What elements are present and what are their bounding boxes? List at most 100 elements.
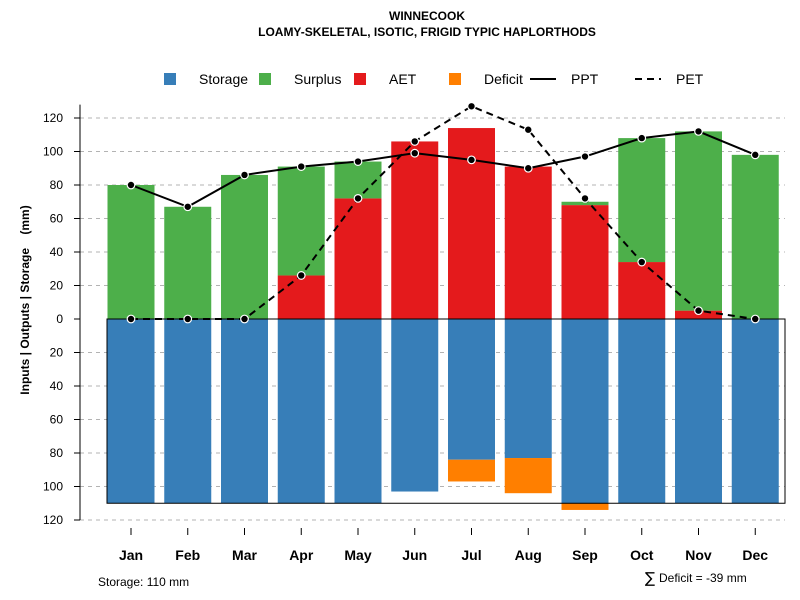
- axes: 120 100 80 60 40 20 0 20 40 60 80 100 120 Jan Feb Mar Ap…: [43, 104, 768, 563]
- storage-footnote: Storage: 110 mm: [98, 575, 189, 589]
- y-tick-label: 120: [43, 111, 63, 125]
- storage-bar: [504, 319, 552, 459]
- surplus-bar: [164, 206, 212, 319]
- surplus-bar: [561, 201, 609, 206]
- pet-point: [240, 314, 249, 324]
- deficit-bar: [561, 503, 609, 510]
- ppt-point: [467, 155, 476, 165]
- aet-bar: [277, 275, 325, 319]
- x-tick-label: Jun: [402, 547, 427, 563]
- series-lines: [126, 101, 760, 324]
- ppt-point: [183, 202, 193, 212]
- bars: [106, 128, 786, 510]
- x-tick-label: Mar: [232, 547, 257, 563]
- deficit-total: Deficit = -39 mm: [659, 571, 747, 585]
- storage-bar: [277, 319, 325, 504]
- x-tick-label: Apr: [289, 547, 314, 563]
- deficit-bar: [504, 458, 552, 494]
- y-axis-label: Inputs | Outputs | Storage (mm): [18, 205, 32, 394]
- y-tick-label: 80: [50, 446, 64, 460]
- ppt-line: [130, 130, 756, 208]
- pet-point: [580, 193, 590, 203]
- surplus-bar: [221, 174, 268, 319]
- chart-title: WINNECOOK: [389, 9, 465, 23]
- legend-swatch-deficit: [449, 73, 461, 85]
- legend: Storage Surplus AET Deficit PPT PET: [164, 71, 704, 87]
- storage-bar: [107, 319, 155, 504]
- storage-bar: [334, 319, 382, 504]
- storage-bar: [618, 319, 666, 504]
- legend-label-surplus: Surplus: [294, 71, 341, 87]
- x-tick-label: Jul: [461, 547, 481, 563]
- legend-swatch-surplus: [259, 73, 271, 85]
- surplus-bar: [277, 166, 325, 276]
- aet-bar: [504, 166, 552, 319]
- legend-label-ppt: PPT: [571, 71, 599, 87]
- x-tick-label: Dec: [742, 547, 768, 563]
- legend-label-aet: AET: [389, 71, 417, 87]
- legend-label-deficit: Deficit: [484, 71, 523, 87]
- y-tick-label: 80: [50, 178, 64, 192]
- pet-point: [296, 271, 306, 280]
- x-tick-label: Oct: [630, 547, 654, 563]
- legend-label-pet: PET: [676, 71, 704, 87]
- legend-label-storage: Storage: [199, 71, 248, 87]
- y-tick-label: 100: [43, 480, 63, 494]
- surplus-bar: [334, 161, 382, 199]
- pet-point: [637, 257, 647, 267]
- ppt-point: [694, 126, 703, 136]
- storage-bar: [561, 319, 609, 504]
- ppt-point: [750, 150, 760, 160]
- pet-point: [750, 314, 760, 324]
- pet-point: [410, 137, 420, 146]
- legend-swatch-storage: [164, 73, 176, 85]
- aet-bar: [618, 262, 666, 319]
- ppt-point: [240, 170, 249, 180]
- legend-swatch-aet: [354, 73, 366, 85]
- storage-bar: [675, 319, 722, 504]
- x-tick-label: Jan: [119, 547, 143, 563]
- aet-bar: [561, 205, 609, 319]
- surplus-bar: [675, 131, 722, 311]
- y-tick-label: 0: [56, 312, 63, 326]
- ppt-point: [296, 162, 306, 171]
- aet-bar: [334, 198, 382, 319]
- ppt-point: [353, 157, 363, 166]
- ppt-point: [126, 180, 136, 190]
- surplus-bar: [107, 185, 155, 319]
- storage-bar: [731, 319, 779, 504]
- y-tick-label: 120: [43, 513, 63, 527]
- aet-bar: [391, 141, 439, 319]
- surplus-bar: [618, 138, 666, 263]
- storage-bar: [448, 319, 495, 460]
- chart-subtitle: LOAMY-SKELETAL, ISOTIC, FRIGID TYPIC HAP…: [258, 25, 596, 39]
- y-tick-label: 100: [43, 145, 63, 159]
- pet-point: [467, 101, 476, 111]
- storage-bar: [221, 319, 268, 504]
- y-tick-label: 20: [50, 346, 64, 360]
- ppt-point: [637, 133, 647, 143]
- x-tick-label: May: [344, 547, 371, 563]
- ppt-point: [410, 148, 420, 158]
- x-tick-label: Aug: [515, 547, 542, 563]
- pet-point: [183, 314, 193, 324]
- pet-point: [523, 125, 533, 135]
- surplus-bar: [731, 154, 779, 319]
- pet-point: [694, 306, 703, 316]
- ppt-point: [580, 152, 590, 161]
- storage-bar: [164, 319, 212, 504]
- pet-point: [353, 193, 363, 203]
- ppt-point: [523, 163, 533, 173]
- sigma-symbol: ∑: [645, 569, 655, 587]
- x-tick-label: Feb: [175, 547, 200, 563]
- x-tick-label: Sep: [572, 547, 598, 563]
- y-tick-label: 40: [50, 245, 64, 259]
- y-tick-label: 60: [50, 212, 64, 226]
- pet-point: [126, 314, 136, 324]
- y-tick-label: 60: [50, 413, 64, 427]
- deficit-bar: [448, 459, 495, 482]
- pet-line: [131, 105, 756, 320]
- x-tick-label: Nov: [685, 547, 712, 563]
- y-tick-label: 20: [50, 279, 64, 293]
